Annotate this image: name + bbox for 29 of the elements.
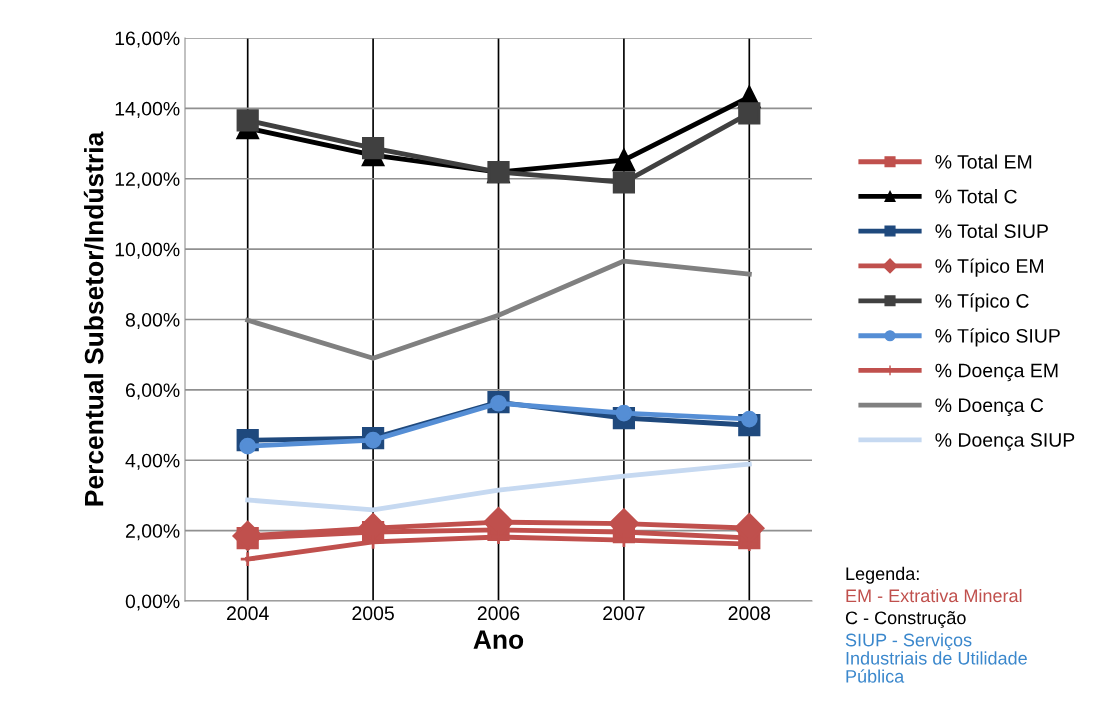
legend-label: % Típico SIUP [935,328,1060,347]
legend-label: % Doença C [935,398,1044,417]
x-tick-label: 2005 [352,606,394,621]
legend-label: % Típico EM [935,258,1044,277]
y-tick-label: 14,00% [115,101,180,118]
text: C - Construção [845,611,966,628]
text: Legenda: [846,566,919,584]
y-tick-label: 12,00% [115,172,180,189]
text: SIUP - Serviços Industriais de Utilidade Pública [845,633,1027,683]
legend-label: % Total SIUP [935,223,1048,239]
x-tick-label: 2006 [477,606,520,621]
legend-label: % Típico C [935,293,1029,312]
y-tick-label: 4,00% [125,453,180,470]
legend-label: % Total EM [935,154,1032,169]
y-tick-label: 6,00% [126,383,180,400]
x-tick-label: 2007 [603,606,645,621]
legend-label: % Total C [935,189,1017,204]
x-axis-title: Ano [473,630,524,649]
x-tick-label: 2004 [227,606,269,621]
y-tick-label: 8,00% [125,312,180,330]
x-tick-label: 2008 [728,606,771,621]
y-tick-label: 16,00% [115,31,180,48]
y-tick-label: 10,00% [115,242,180,259]
legend-label: % Doença SIUP [935,433,1075,451]
text: EM - Extrativa Mineral [846,588,1022,603]
y-axis-title: Percentual Subsetor/Indústria [83,131,104,506]
y-tick-label: 2,00% [125,524,180,541]
legend-label: % Doença EM [935,363,1058,382]
y-tick-label: 0,00% [125,594,180,611]
